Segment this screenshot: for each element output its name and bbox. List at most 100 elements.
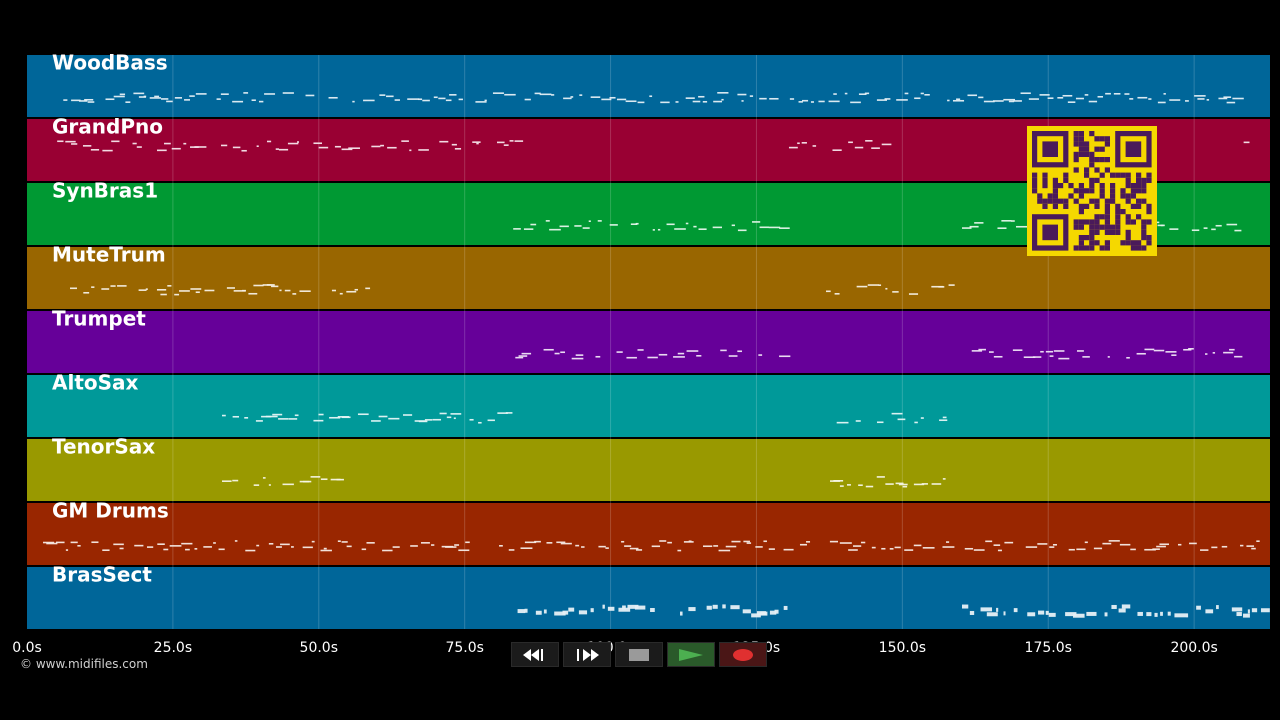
- note-mark: [702, 100, 708, 103]
- note-mark: [802, 99, 809, 102]
- note-mark: [1163, 93, 1166, 95]
- note-mark: [203, 546, 212, 548]
- note-mark: [698, 228, 707, 231]
- note-mark: [635, 222, 639, 225]
- track-lane-gm-drums: [27, 503, 1270, 565]
- note-mark: [297, 141, 300, 143]
- note-mark: [924, 94, 930, 96]
- note-mark: [410, 545, 418, 547]
- note-mark: [91, 541, 99, 544]
- note-mark: [647, 356, 658, 359]
- note-mark: [524, 541, 537, 544]
- note-mark: [947, 99, 950, 102]
- stop-button[interactable]: [615, 642, 663, 667]
- note-mark: [341, 148, 353, 151]
- note-mark: [938, 286, 945, 288]
- note-mark: [1010, 220, 1015, 222]
- record-button[interactable]: [719, 642, 767, 667]
- note-mark: [839, 485, 844, 487]
- note-mark: [1183, 348, 1192, 351]
- note-mark: [1205, 353, 1208, 355]
- note-mark: [310, 476, 321, 478]
- note-mark: [266, 284, 275, 286]
- note-mark: [299, 290, 311, 292]
- note-mark: [1037, 543, 1048, 545]
- note-mark: [616, 98, 627, 101]
- note-mark: [634, 605, 646, 610]
- note-mark: [451, 143, 457, 146]
- rewind-button[interactable]: [511, 642, 559, 667]
- note-mark: [476, 142, 479, 145]
- note-mark: [515, 356, 524, 359]
- play-icon: [679, 648, 703, 661]
- note-mark: [703, 545, 713, 548]
- note-mark: [993, 544, 1001, 546]
- note-mark: [559, 225, 569, 228]
- note-mark: [1118, 608, 1126, 613]
- note-mark: [71, 143, 78, 145]
- note-mark: [609, 224, 618, 226]
- note-mark: [758, 354, 763, 356]
- note-mark: [986, 612, 998, 617]
- note-mark: [330, 478, 341, 481]
- rewind-icon: [523, 648, 543, 661]
- note-mark: [275, 546, 282, 548]
- note-mark: [503, 144, 509, 146]
- note-mark: [590, 608, 594, 613]
- note-mark: [1216, 605, 1219, 610]
- note-mark: [1049, 546, 1055, 548]
- note-mark: [725, 545, 737, 548]
- note-mark: [313, 142, 322, 145]
- note-mark: [449, 94, 457, 96]
- note-mark: [146, 546, 154, 548]
- note-mark: [1203, 227, 1208, 229]
- note-mark: [922, 547, 935, 549]
- play-button[interactable]: [667, 642, 715, 667]
- note-mark: [484, 99, 487, 102]
- note-mark: [138, 289, 147, 291]
- time-tick-label: 150.0s: [879, 640, 926, 656]
- note-mark: [855, 420, 861, 422]
- note-mark: [253, 284, 264, 287]
- note-mark: [1256, 540, 1260, 542]
- note-mark: [82, 145, 92, 147]
- note-mark: [624, 545, 632, 547]
- note-mark: [320, 478, 328, 481]
- note-mark: [759, 97, 767, 100]
- note-mark: [313, 419, 324, 422]
- note-mark: [942, 546, 955, 548]
- note-mark: [1236, 612, 1242, 617]
- note-mark: [618, 607, 631, 612]
- note-mark: [1146, 612, 1152, 617]
- note-mark: [346, 290, 357, 293]
- track-name: MuteTrum: [52, 243, 166, 267]
- note-mark: [244, 417, 249, 419]
- note-mark: [433, 96, 438, 99]
- note-mark: [392, 546, 400, 548]
- fast-forward-button[interactable]: [563, 642, 611, 667]
- note-mark: [65, 549, 69, 551]
- note-mark: [768, 548, 775, 550]
- note-mark: [1040, 350, 1044, 353]
- note-mark: [1165, 351, 1177, 353]
- note-mark: [380, 144, 384, 147]
- note-mark: [382, 549, 393, 552]
- note-mark: [759, 226, 769, 229]
- note-mark: [993, 355, 1003, 358]
- note-mark: [1247, 609, 1250, 614]
- note-mark: [713, 545, 719, 547]
- note-mark: [371, 420, 381, 422]
- note-mark: [1171, 354, 1177, 356]
- note-mark: [1152, 548, 1160, 550]
- track-lane-mutetrum: [27, 247, 1270, 309]
- note-mark: [743, 540, 750, 543]
- note-mark: [534, 540, 541, 543]
- note-mark: [194, 146, 207, 148]
- note-mark: [78, 100, 88, 102]
- note-mark: [1062, 94, 1073, 97]
- note-mark: [908, 293, 919, 295]
- note-mark: [133, 92, 145, 95]
- note-mark: [539, 93, 552, 96]
- note-mark: [255, 420, 263, 422]
- note-mark: [850, 101, 861, 104]
